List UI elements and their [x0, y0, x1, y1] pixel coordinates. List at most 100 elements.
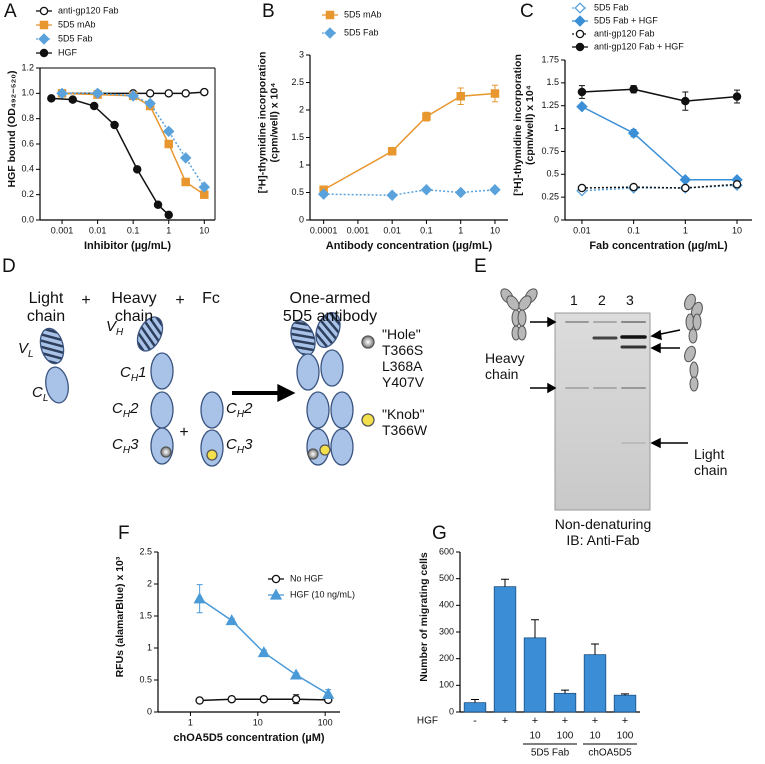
x-tick-label: 0.001	[51, 225, 74, 235]
error-bar	[561, 689, 569, 694]
legend-marker	[271, 574, 281, 584]
y-axis-label-text: RFUs (alamarBlue) x 10³	[114, 556, 126, 678]
domain-label: CH3	[226, 436, 252, 456]
legend-label: No HGF	[290, 573, 324, 583]
panel-letter: F	[118, 523, 130, 544]
legend-label: anti-gp120 Fab	[594, 28, 655, 38]
legend-label: anti-gp120 Fab + HGF	[594, 41, 684, 51]
domain-sub: L	[42, 393, 49, 404]
marker	[164, 139, 173, 149]
y-tick-label: 2	[299, 104, 304, 114]
y-tick-label: 1.5	[291, 132, 304, 142]
x-tick-label: 0.1	[127, 225, 140, 235]
series-line	[323, 92, 496, 191]
y-tick-label: 0	[449, 706, 454, 716]
knob-label: "Knob" T366W	[382, 406, 427, 438]
marker	[56, 87, 68, 100]
y-tick-label: 0.8	[21, 113, 34, 123]
legend-label: 5D5 mAb	[344, 9, 382, 19]
bar	[493, 586, 517, 713]
x-tick-label: -	[473, 715, 477, 727]
marker	[629, 182, 638, 192]
legend-marker	[38, 33, 50, 45]
panel-letter: A	[4, 1, 17, 22]
legend-label: HGF (10 ng/mL)	[290, 589, 355, 599]
domain-text: C	[32, 384, 43, 401]
bar	[553, 692, 577, 713]
x-axis-label: Fab concentration (µg/mL)	[589, 240, 728, 252]
group-label: 5D5 Fab	[531, 748, 570, 759]
legend-label: 5D5 Fab	[58, 33, 93, 43]
plus: +	[81, 292, 91, 309]
y-tick-label: 0	[299, 214, 304, 224]
marker	[627, 127, 640, 139]
marker	[259, 694, 269, 704]
x-tick-label: +	[562, 715, 568, 727]
panel-letter: G	[432, 523, 447, 544]
legend-marker	[39, 6, 49, 16]
x-tick-label: +	[532, 715, 538, 727]
marker	[681, 183, 690, 193]
x-tick-label: 10	[490, 225, 500, 235]
y-tick-label: 1	[554, 123, 559, 133]
y-tick-label: 1	[299, 159, 304, 169]
domain-text: C	[226, 436, 237, 453]
lane-label: 2	[598, 292, 606, 308]
mutation: T366S	[382, 342, 424, 358]
y-tick-label: 0.0	[21, 214, 34, 224]
y-tick-label: 200	[439, 653, 454, 663]
y-tick-label: 1.25	[541, 100, 559, 110]
marker	[422, 112, 431, 121]
legend-marker	[324, 27, 336, 39]
gel-caption: Non-denaturing	[554, 516, 652, 532]
y-axis-label: [³H]-thymidine incorporation (cpm/well) …	[256, 52, 280, 194]
marker	[68, 95, 77, 104]
heavy-chain-label: Heavy chain	[111, 290, 157, 325]
marker	[732, 92, 742, 101]
mutation-title: "Hole"	[382, 326, 421, 342]
series-line	[581, 183, 738, 189]
y-tick-label: 500	[439, 573, 454, 583]
light-chain-label: Light chain	[26, 290, 66, 325]
x-tick-label: +	[622, 715, 628, 727]
marker	[91, 87, 104, 100]
domain-sub: H	[122, 409, 131, 420]
bar	[613, 694, 637, 713]
marker	[193, 592, 206, 604]
fc-label: Fc	[202, 290, 220, 307]
marker	[145, 89, 155, 98]
gel-caption: IB: Anti-Fab	[566, 532, 640, 548]
marker	[89, 101, 99, 111]
plus: +	[179, 424, 189, 441]
error-bar	[621, 693, 629, 696]
row-label: HGF	[417, 716, 438, 727]
domain-sub: H	[122, 445, 131, 456]
marker	[322, 687, 335, 699]
mutation: L368A	[382, 358, 423, 374]
error-bar	[501, 578, 509, 587]
legend-label: 5D5 mAb	[58, 19, 96, 29]
marker	[181, 89, 190, 98]
legend-label: anti-gp120 Fab	[58, 5, 119, 15]
marker	[577, 87, 587, 97]
concentration-label: 100	[557, 731, 574, 742]
y-tick-label: 300	[439, 626, 454, 636]
concentration-label: 10	[589, 731, 601, 742]
y-tick-label: 100	[439, 680, 454, 690]
x-tick-label: 10	[253, 717, 263, 727]
x-tick-label: 0.001	[347, 225, 370, 235]
x-tick-label: 1	[166, 225, 171, 235]
panel-letter: C	[520, 1, 534, 22]
concentration-label: 10	[529, 731, 541, 742]
bar	[523, 637, 547, 713]
y-tick-label: 600	[439, 546, 454, 556]
marker	[454, 186, 467, 199]
product-label: One-armed 5D5 antibody	[282, 290, 378, 325]
plus: +	[175, 292, 185, 309]
marker	[132, 165, 142, 174]
y-tick-label: 1.5	[546, 77, 559, 87]
domain-label: CH1	[120, 364, 146, 384]
y-tick-label: 0.5	[291, 187, 304, 197]
mutation: Y407V	[382, 374, 425, 390]
